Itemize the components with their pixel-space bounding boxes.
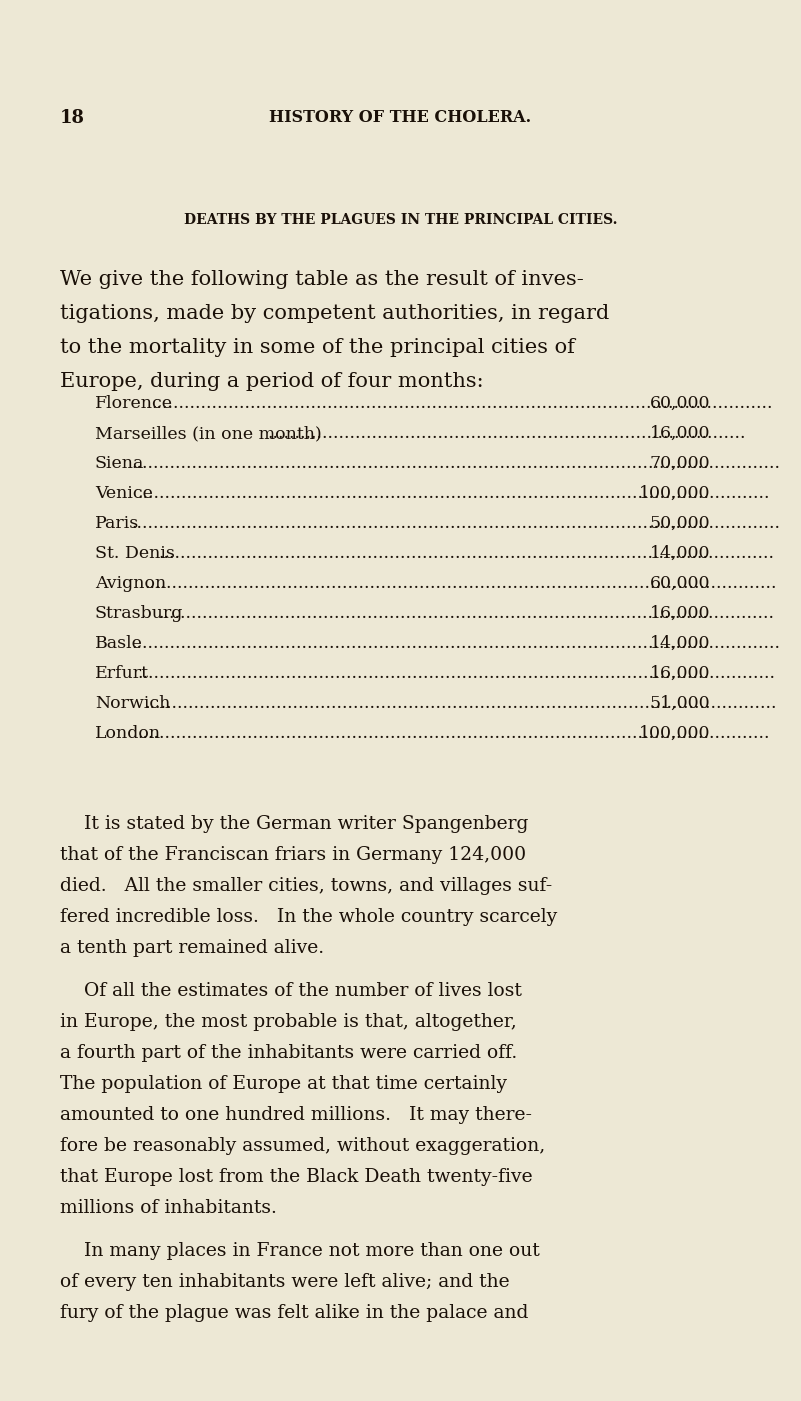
Text: It is stated by the German writer Spangenberg: It is stated by the German writer Spange…	[60, 815, 529, 834]
Text: Europe, during a period of four months:: Europe, during a period of four months:	[60, 373, 484, 391]
Text: Erfurt: Erfurt	[95, 665, 149, 682]
Text: 100,000: 100,000	[638, 724, 710, 743]
Text: 16,000: 16,000	[650, 665, 710, 682]
Text: ................................................................................: ........................................…	[145, 695, 777, 712]
Text: Avignon: Avignon	[95, 574, 167, 593]
Text: Of all the estimates of the number of lives lost: Of all the estimates of the number of li…	[60, 982, 522, 1000]
Text: a tenth part remained alive.: a tenth part remained alive.	[60, 939, 324, 957]
Text: 70,000: 70,000	[650, 455, 710, 472]
Text: Paris: Paris	[95, 516, 139, 532]
Text: 14,000: 14,000	[650, 635, 710, 651]
Text: fury of the plague was felt alike in the palace and: fury of the plague was felt alike in the…	[60, 1304, 529, 1323]
Text: ................................................................................: ........................................…	[138, 485, 771, 502]
Text: 100,000: 100,000	[638, 485, 710, 502]
Text: DEATHS BY THE PLAGUES IN THE PRINCIPAL CITIES.: DEATHS BY THE PLAGUES IN THE PRINCIPAL C…	[183, 213, 618, 227]
Text: ................................................................................: ........................................…	[131, 635, 780, 651]
Text: 16,000: 16,000	[650, 425, 710, 441]
Text: 14,000: 14,000	[650, 545, 710, 562]
Text: The population of Europe at that time certainly: The population of Europe at that time ce…	[60, 1075, 507, 1093]
Text: 51,000: 51,000	[650, 695, 710, 712]
Text: ................................................................................: ........................................…	[131, 516, 780, 532]
Text: Florence: Florence	[95, 395, 173, 412]
Text: St. Denis: St. Denis	[95, 545, 175, 562]
Text: ................................................................................: ........................................…	[145, 574, 777, 593]
Text: ................................................................................: ........................................…	[159, 605, 775, 622]
Text: ................................................................................: ........................................…	[131, 455, 780, 472]
Text: London: London	[95, 724, 161, 743]
Text: fore be reasonably assumed, without exaggeration,: fore be reasonably assumed, without exag…	[60, 1138, 545, 1154]
Text: 16,000: 16,000	[650, 605, 710, 622]
Text: 50,000: 50,000	[650, 516, 710, 532]
Text: ................................................................................: ........................................…	[138, 724, 771, 743]
Text: We give the following table as the result of inves-: We give the following table as the resul…	[60, 270, 584, 289]
Text: 18: 18	[60, 109, 85, 127]
Text: a fourth part of the inhabitants were carried off.: a fourth part of the inhabitants were ca…	[60, 1044, 517, 1062]
Text: tigations, made by competent authorities, in regard: tigations, made by competent authorities…	[60, 304, 610, 324]
Text: to the mortality in some of the principal cities of: to the mortality in some of the principa…	[60, 338, 575, 357]
Text: Siena: Siena	[95, 455, 144, 472]
Text: HISTORY OF THE CHOLERA.: HISTORY OF THE CHOLERA.	[269, 109, 532, 126]
Text: fered incredible loss.   In the whole country scarcely: fered incredible loss. In the whole coun…	[60, 908, 557, 926]
Text: ................................................................................: ........................................…	[151, 395, 773, 412]
Text: Norwich: Norwich	[95, 695, 171, 712]
Text: In many places in France not more than one out: In many places in France not more than o…	[60, 1243, 540, 1259]
Text: Venice: Venice	[95, 485, 153, 502]
Text: that of the Franciscan friars in Germany 124,000: that of the Franciscan friars in Germany…	[60, 846, 526, 864]
Text: Strasburg: Strasburg	[95, 605, 183, 622]
Text: millions of inhabitants.: millions of inhabitants.	[60, 1199, 277, 1217]
Text: ................................................................................: ........................................…	[159, 545, 775, 562]
Text: Basle: Basle	[95, 635, 143, 651]
Text: that Europe lost from the Black Death twenty-five: that Europe lost from the Black Death tw…	[60, 1168, 533, 1187]
Text: ................................................................................: ........................................…	[138, 665, 776, 682]
Text: Marseilles (in one month): Marseilles (in one month)	[95, 425, 322, 441]
Text: in Europe, the most probable is that, altogether,: in Europe, the most probable is that, al…	[60, 1013, 517, 1031]
Text: 60,000: 60,000	[650, 574, 710, 593]
Text: of every ten inhabitants were left alive; and the: of every ten inhabitants were left alive…	[60, 1274, 509, 1290]
Text: amounted to one hundred millions.   It may there-: amounted to one hundred millions. It may…	[60, 1105, 532, 1124]
Text: 60,000: 60,000	[650, 395, 710, 412]
Text: died.   All the smaller cities, towns, and villages suf-: died. All the smaller cities, towns, and…	[60, 877, 552, 895]
Text: ................................................................................: ........................................…	[267, 425, 746, 441]
